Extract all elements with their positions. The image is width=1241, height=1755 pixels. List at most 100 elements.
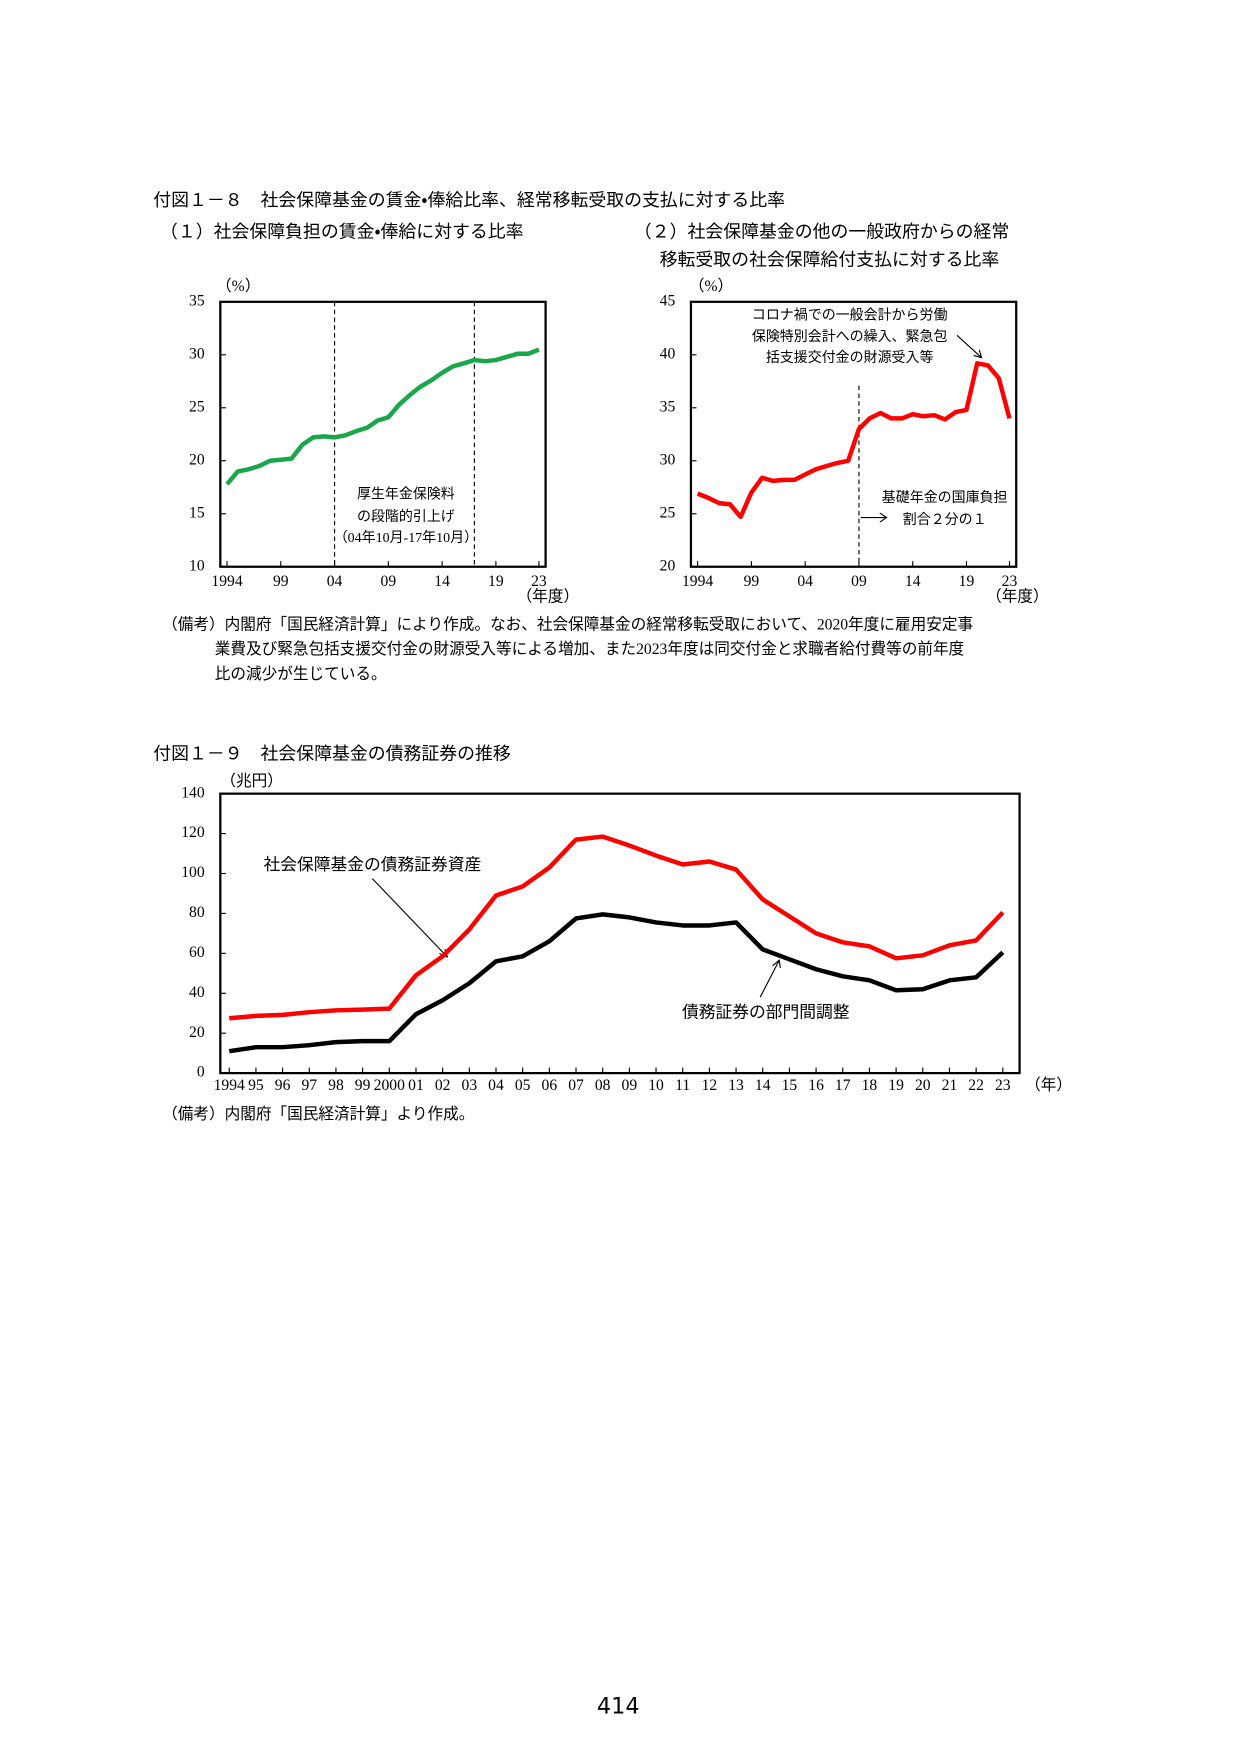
chart-title: （２）社会保障基金の他の一般政府からの経常 (634, 222, 1009, 243)
annotation: （04年10月-17年10月） (334, 530, 478, 546)
chart-title: 付図１－９ 社会保障基金の債務証券の推移 (153, 744, 511, 765)
x-tick-label: 96 (275, 1077, 291, 1094)
y-tick-label: 0 (197, 1064, 205, 1081)
data-line (225, 347, 540, 486)
page-number: 414 (597, 1693, 640, 1719)
x-tick-label: 14 (434, 573, 450, 590)
series-label: 債務証券の部門間調整 (682, 1003, 850, 1022)
x-tick-label: 21 (942, 1077, 958, 1094)
arrow (956, 334, 982, 359)
plot-frame (219, 300, 547, 568)
y-tick-label: 20 (189, 1024, 205, 1041)
x-tick-label: 06 (542, 1077, 558, 1094)
x-tick-label: 09 (381, 573, 397, 590)
x-tick-label: 95 (248, 1077, 264, 1094)
annotation: 括支援交付金の財源受入等 (766, 349, 934, 366)
arrow-head (879, 512, 888, 523)
x-tick-label: 13 (728, 1077, 744, 1094)
x-tick-label: 23 (995, 1077, 1011, 1094)
annotation: の段階的引上げ (357, 509, 455, 525)
arrow (759, 959, 780, 998)
y-tick-label: 35 (189, 292, 205, 309)
note: （備考）内閣府「国民経済計算」により作成。なお、社会保障基金の経常移転受取におい… (162, 615, 973, 634)
x-tick-label: 18 (862, 1077, 878, 1094)
x-tick-label: 12 (702, 1077, 718, 1094)
x-tick-label: 19 (959, 573, 975, 590)
x-tick-label: 02 (435, 1077, 451, 1094)
arrow (371, 878, 448, 958)
y-tick-label: 80 (189, 904, 205, 921)
x-axis-unit: （年度） (986, 588, 1049, 606)
x-tick-label: 10 (648, 1077, 664, 1094)
x-tick-label: 09 (622, 1077, 638, 1094)
x-tick-label: 99 (744, 573, 760, 590)
x-tick-label: 99 (273, 573, 289, 590)
annotation: 基礎年金の国庫負担 (882, 489, 1008, 506)
y-tick-label: 20 (189, 451, 205, 468)
y-tick-label: 60 (189, 944, 205, 961)
annotation: 厚生年金保険料 (357, 486, 455, 502)
x-tick-label: 03 (462, 1077, 478, 1094)
y-axis-unit: （%） (689, 278, 733, 295)
plot-frame (689, 300, 1018, 568)
annotation: 割合２分の１ (903, 512, 987, 528)
x-tick-label: 2000 (374, 1077, 405, 1094)
x-tick-label: 17 (835, 1077, 851, 1094)
x-tick-label: 08 (595, 1077, 611, 1094)
x-tick-label: 14 (905, 573, 921, 590)
y-tick-label: 120 (181, 824, 205, 841)
x-tick-label: 04 (488, 1077, 504, 1094)
data-line (229, 834, 1005, 1021)
chart-title: 移転受取の社会保障給付支払に対する比率 (660, 249, 1000, 270)
x-tick-label: 04 (797, 573, 813, 590)
y-tick-label: 30 (660, 451, 676, 468)
y-tick-label: 140 (181, 784, 205, 801)
annotation: 保険特別会計への繰入、緊急包 (752, 329, 948, 345)
x-tick-label: 11 (675, 1077, 690, 1094)
x-tick-label: 15 (782, 1077, 798, 1094)
figure-title: 付図１－８ 社会保障基金の賃金・俸給比率、経常移転受取の支払に対する比率 (153, 190, 785, 211)
arrow-head (772, 959, 781, 969)
y-tick-label: 30 (189, 345, 205, 362)
data-line (696, 361, 1012, 520)
y-axis-unit: （%） (216, 278, 260, 295)
y-tick-label: 20 (660, 557, 676, 574)
data-line (228, 912, 1005, 1054)
y-tick-label: 15 (189, 504, 205, 521)
note: （備考）内閣府「国民経済計算」より作成。 (162, 1104, 474, 1123)
note: 業費及び緊急包括支援交付金の財源受入等による増加、また2023年度は同交付金と求… (215, 640, 965, 658)
y-tick-label: 35 (660, 398, 676, 415)
x-tick-label: 1994 (214, 1077, 245, 1094)
x-tick-label: 22 (968, 1077, 984, 1094)
plot-frame (219, 792, 1021, 1075)
x-tick-label: 19 (488, 573, 504, 590)
series-label: 社会保障基金の債務証券資産 (263, 855, 481, 874)
y-tick-label: 40 (189, 984, 205, 1001)
annotation: コロナ禍での一般会計から労働 (752, 308, 948, 324)
x-tick-label: 07 (568, 1077, 584, 1094)
x-tick-label: 01 (408, 1077, 424, 1094)
x-tick-label: 09 (851, 573, 867, 590)
y-tick-label: 25 (660, 504, 676, 521)
x-axis-unit: （年度） (517, 588, 580, 606)
x-tick-label: 14 (755, 1077, 771, 1094)
x-tick-label: 1994 (682, 573, 713, 590)
x-tick-label: 23 (531, 573, 547, 590)
x-tick-label: 99 (355, 1077, 371, 1094)
note: 比の減少が生じている。 (215, 665, 387, 683)
x-tick-label: 05 (515, 1077, 531, 1094)
y-tick-label: 45 (660, 292, 676, 309)
x-tick-label: 20 (915, 1077, 931, 1094)
x-tick-label: 97 (301, 1077, 317, 1094)
x-axis-unit: （年） (1025, 1076, 1072, 1094)
x-tick-label: 16 (808, 1077, 824, 1094)
y-axis-unit: （兆円） (220, 772, 282, 790)
y-tick-label: 100 (181, 864, 205, 881)
x-tick-label: 1994 (211, 573, 242, 590)
x-tick-label: 23 (1002, 573, 1018, 590)
x-tick-label: 19 (888, 1077, 904, 1094)
x-tick-label: 04 (327, 573, 343, 590)
